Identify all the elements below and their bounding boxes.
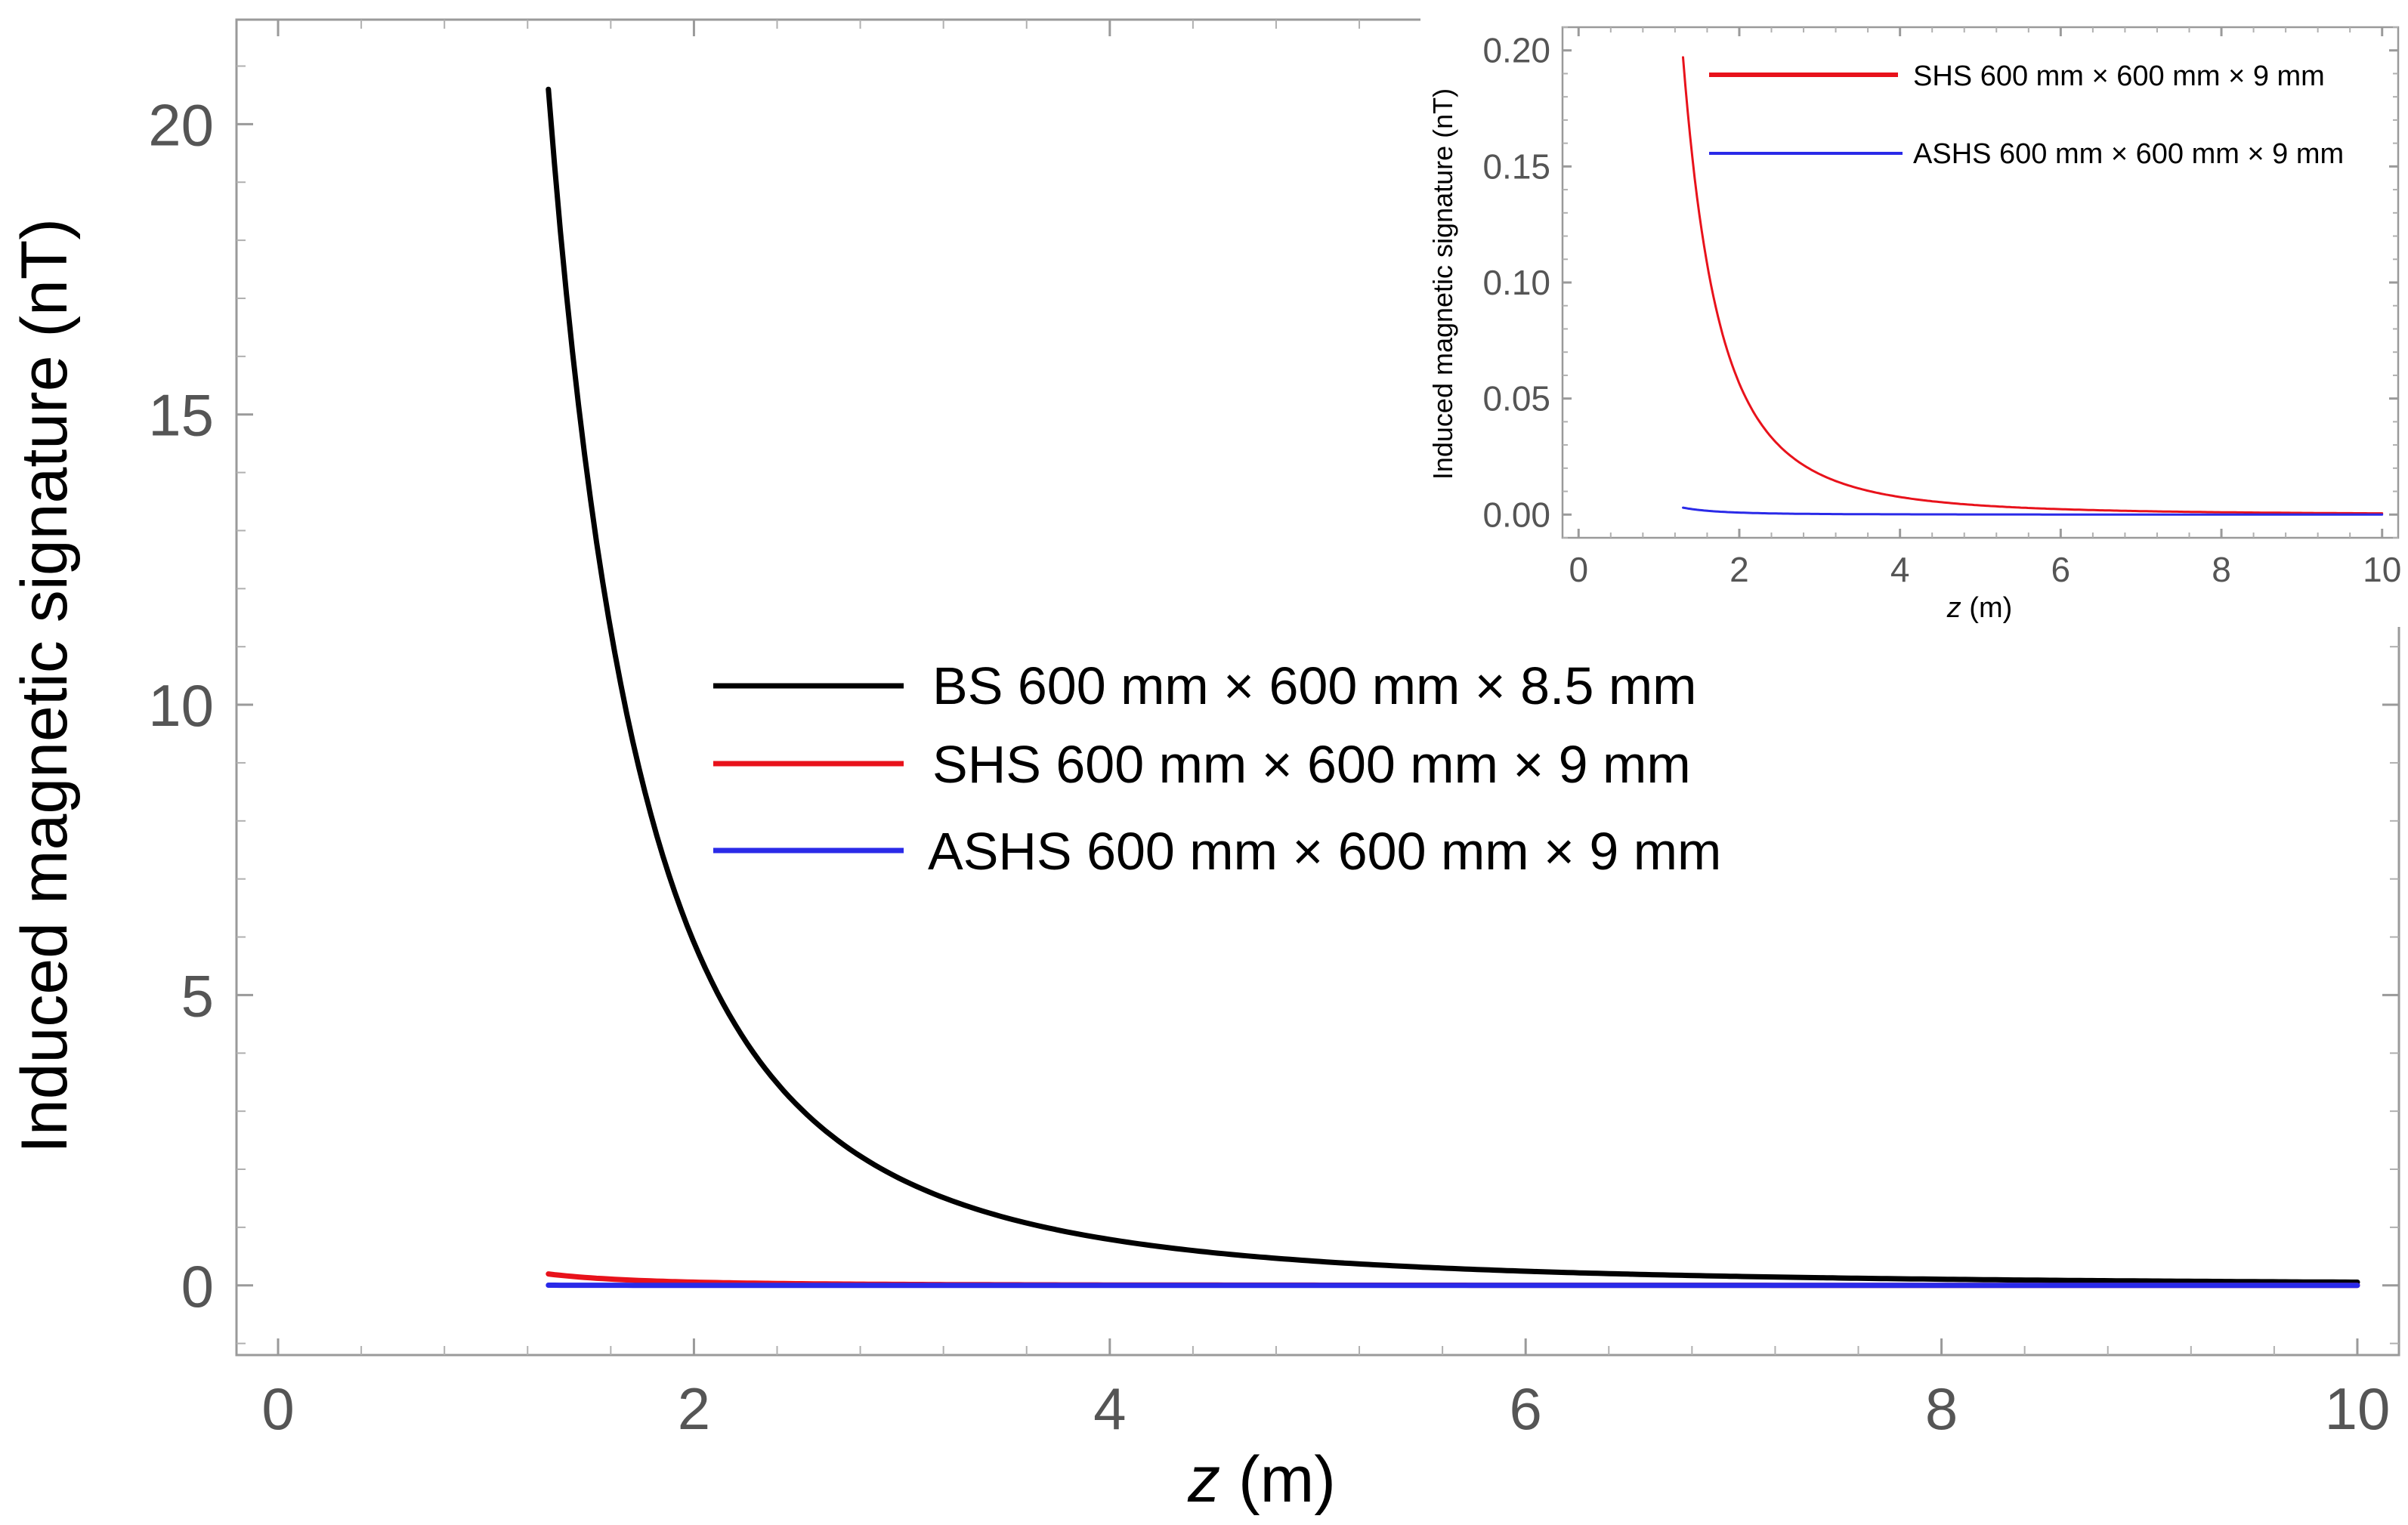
main-x-axis-label: z (m) <box>1187 1443 1336 1516</box>
y-tick-label: 0 <box>181 1253 214 1320</box>
y-tick-label: 10 <box>148 672 214 739</box>
x-tick-label: 10 <box>2325 1375 2391 1442</box>
inset-series-group <box>1682 56 2384 516</box>
x-tick-label: 10 <box>2363 550 2401 589</box>
legend-label-shs: SHS 600 mm × 600 mm × 9 mm <box>932 735 1691 794</box>
inset-y-tick-labels: 0.00 0.05 0.10 0.15 0.20 <box>1482 31 1550 535</box>
inset-legend: SHS 600 mm × 600 mm × 9 mm ASHS 600 mm ×… <box>1709 60 2344 170</box>
main-y-axis-label: Induced magnetic signature (nT) <box>8 218 81 1153</box>
series-line-bs <box>546 86 2360 1285</box>
x-tick-label: 4 <box>1890 550 1910 589</box>
y-tick-label: 0.10 <box>1482 263 1550 302</box>
y-tick-label: 20 <box>148 91 214 158</box>
x-tick-label: 2 <box>678 1375 710 1442</box>
x-tick-label: 0 <box>261 1375 294 1442</box>
inset-x-tick-labels: 0 2 4 6 8 10 <box>1569 550 2401 589</box>
inset-chart: 0 2 4 6 8 10 0.00 0.05 0.10 0.15 0.20 z (m) Induc… <box>1420 15 2403 627</box>
main-plot-frame <box>235 18 2400 1357</box>
y-tick-label: 0.05 <box>1482 379 1550 418</box>
y-tick-label: 0.20 <box>1482 31 1550 70</box>
inset-ticks <box>1563 26 2398 539</box>
y-tick-label: 0.00 <box>1482 495 1550 534</box>
inset-x-axis-label: z (m) <box>1946 592 2013 624</box>
inset-legend-label-ashs: ASHS 600 mm × 600 mm × 9 mm <box>1913 138 2344 170</box>
legend-label-ashs: ASHS 600 mm × 600 mm × 9 mm <box>928 822 1721 881</box>
main-series-group <box>546 86 2360 1289</box>
x-tick-label: 0 <box>1569 550 1588 589</box>
legend-label-bs: BS 600 mm × 600 mm × 8.5 mm <box>932 656 1696 715</box>
y-tick-label: 15 <box>148 382 214 449</box>
inset-background <box>1420 15 2403 627</box>
x-tick-label: 8 <box>2212 550 2231 589</box>
x-tick-label: 6 <box>1509 1375 1541 1442</box>
x-tick-label: 8 <box>1925 1375 1958 1442</box>
main-x-tick-labels: 0 2 4 6 8 10 <box>261 1375 2390 1442</box>
y-tick-label: 5 <box>181 962 214 1029</box>
inset-legend-label-shs: SHS 600 mm × 600 mm × 9 mm <box>1913 60 2325 92</box>
main-legend: BS 600 mm × 600 mm × 8.5 mm SHS 600 mm ×… <box>713 656 1721 881</box>
x-tick-label: 4 <box>1093 1375 1126 1442</box>
x-tick-label: 6 <box>2051 550 2071 589</box>
series-line-shs <box>1682 56 2384 515</box>
series-line-ashs <box>1682 506 2384 516</box>
main-y-tick-labels: 0 5 10 15 20 <box>148 91 214 1319</box>
y-tick-label: 0.15 <box>1482 147 1550 186</box>
x-tick-label: 2 <box>1729 550 1749 589</box>
inset-y-axis-label: Induced magnetic signature (nT) <box>1427 88 1458 480</box>
